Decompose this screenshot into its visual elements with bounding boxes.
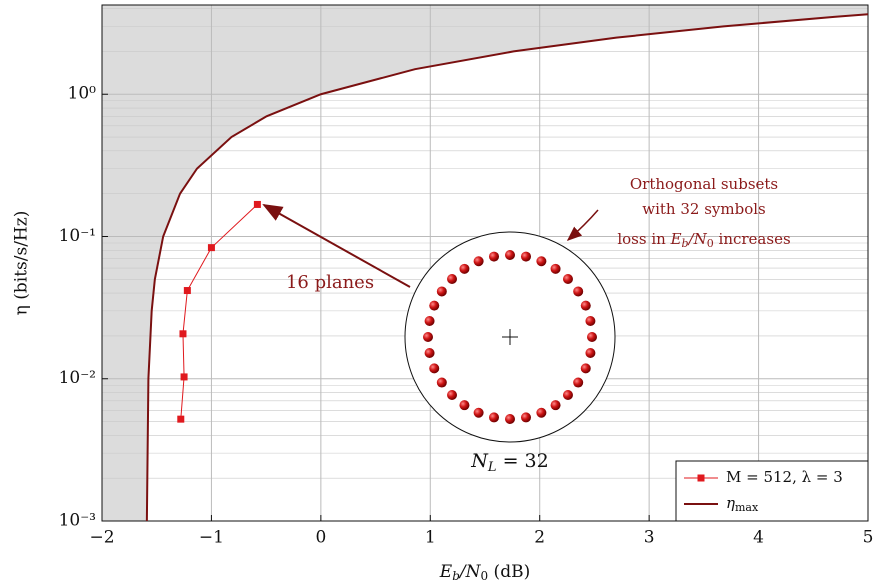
symbol bbox=[423, 332, 433, 342]
symbol bbox=[573, 377, 584, 388]
annotation-part: /N bbox=[687, 230, 708, 248]
symbol bbox=[436, 286, 447, 297]
annotation-part: loss in bbox=[617, 230, 670, 248]
symbol bbox=[429, 363, 440, 374]
x-tick-label: −1 bbox=[199, 528, 224, 548]
plot-area: 10⁻³ 10⁻² 10⁻¹ 10⁰ −2 −1 0 1 2 3 4 5 M = 512, λ = 3 η… bbox=[59, 4, 874, 548]
symbol bbox=[585, 316, 596, 327]
legend-box bbox=[675, 460, 869, 522]
y-axis-label: η (bits/s/Hz) bbox=[12, 211, 32, 316]
annotation-part: E bbox=[670, 230, 682, 248]
symbol bbox=[573, 286, 584, 297]
marker bbox=[179, 330, 187, 338]
symbol bbox=[587, 332, 597, 342]
series-line bbox=[180, 204, 258, 420]
annotation-part: N bbox=[470, 450, 489, 472]
y-tick-label: 10⁰ bbox=[68, 84, 97, 104]
symbol bbox=[580, 363, 591, 374]
annotation: loss in Eb/N0 increases bbox=[617, 230, 790, 250]
marker bbox=[183, 287, 191, 295]
legend-label: M = 512, λ = 3 bbox=[726, 468, 843, 486]
symbol bbox=[536, 407, 547, 418]
x-tick-label: 2 bbox=[534, 528, 545, 548]
symbol bbox=[550, 400, 561, 411]
symbol bbox=[585, 347, 596, 358]
marker bbox=[180, 373, 188, 381]
symbol-ring bbox=[423, 250, 597, 424]
legend-marker bbox=[697, 474, 705, 482]
plot-frame bbox=[101, 4, 869, 522]
symbol bbox=[536, 256, 547, 267]
legend-label-part: max bbox=[735, 501, 759, 514]
x-label-part: E bbox=[439, 562, 453, 582]
annotation-part: = 32 bbox=[497, 450, 549, 472]
y-tick-label: 10⁻² bbox=[59, 368, 96, 388]
symbol bbox=[447, 274, 458, 285]
symbol bbox=[447, 389, 458, 400]
annotation: 16 planes bbox=[286, 272, 374, 293]
marker bbox=[177, 415, 185, 423]
symbol bbox=[520, 251, 531, 262]
symbol bbox=[580, 300, 591, 311]
legend-label: ηmax bbox=[726, 494, 759, 514]
symbol bbox=[520, 412, 531, 423]
x-tick-label: 4 bbox=[753, 528, 764, 548]
x-tick-label: −2 bbox=[89, 528, 114, 548]
legend-label-part: η bbox=[726, 494, 735, 512]
series-line bbox=[145, 13, 869, 522]
symbol bbox=[562, 389, 573, 400]
symbol bbox=[489, 412, 500, 423]
symbol bbox=[562, 274, 573, 285]
x-tick-label: 1 bbox=[425, 528, 436, 548]
y-tick-label: 10⁻¹ bbox=[59, 226, 96, 246]
symbol bbox=[429, 300, 440, 311]
marker bbox=[207, 244, 215, 252]
annotation-part: b bbox=[682, 237, 689, 250]
annotation: with 32 symbols bbox=[642, 200, 765, 218]
marker bbox=[253, 200, 261, 208]
symbol bbox=[459, 263, 470, 274]
x-tick-label: 3 bbox=[644, 528, 655, 548]
x-label-part: /N bbox=[458, 562, 482, 582]
symbol bbox=[424, 316, 435, 327]
y-tick-label: 10⁻³ bbox=[59, 511, 96, 531]
annotation-part: L bbox=[487, 460, 497, 475]
symbol bbox=[489, 251, 500, 262]
x-label-part: (dB) bbox=[488, 562, 530, 582]
annotation: NL = 32 bbox=[470, 450, 548, 475]
annotation: Orthogonal subsets bbox=[630, 175, 778, 193]
symbol bbox=[505, 414, 515, 424]
annotation-part: 0 bbox=[707, 237, 714, 250]
symbol bbox=[436, 377, 447, 388]
arrow bbox=[262, 204, 411, 288]
x-label-part: b bbox=[452, 569, 460, 583]
symbol bbox=[505, 250, 515, 260]
constellation-inset bbox=[404, 231, 616, 443]
x-label-part: 0 bbox=[481, 569, 489, 583]
x-axis-label: Eb/N0 (dB) bbox=[439, 562, 530, 583]
x-tick-label: 5 bbox=[863, 528, 874, 548]
symbol bbox=[473, 256, 484, 267]
annotation-part: increases bbox=[714, 230, 791, 248]
symbol bbox=[424, 347, 435, 358]
x-tick-label: 0 bbox=[315, 528, 326, 548]
symbol bbox=[550, 263, 561, 274]
arrow bbox=[566, 209, 599, 241]
symbol bbox=[459, 400, 470, 411]
symbol bbox=[473, 407, 484, 418]
infeasible-region bbox=[102, 5, 868, 521]
